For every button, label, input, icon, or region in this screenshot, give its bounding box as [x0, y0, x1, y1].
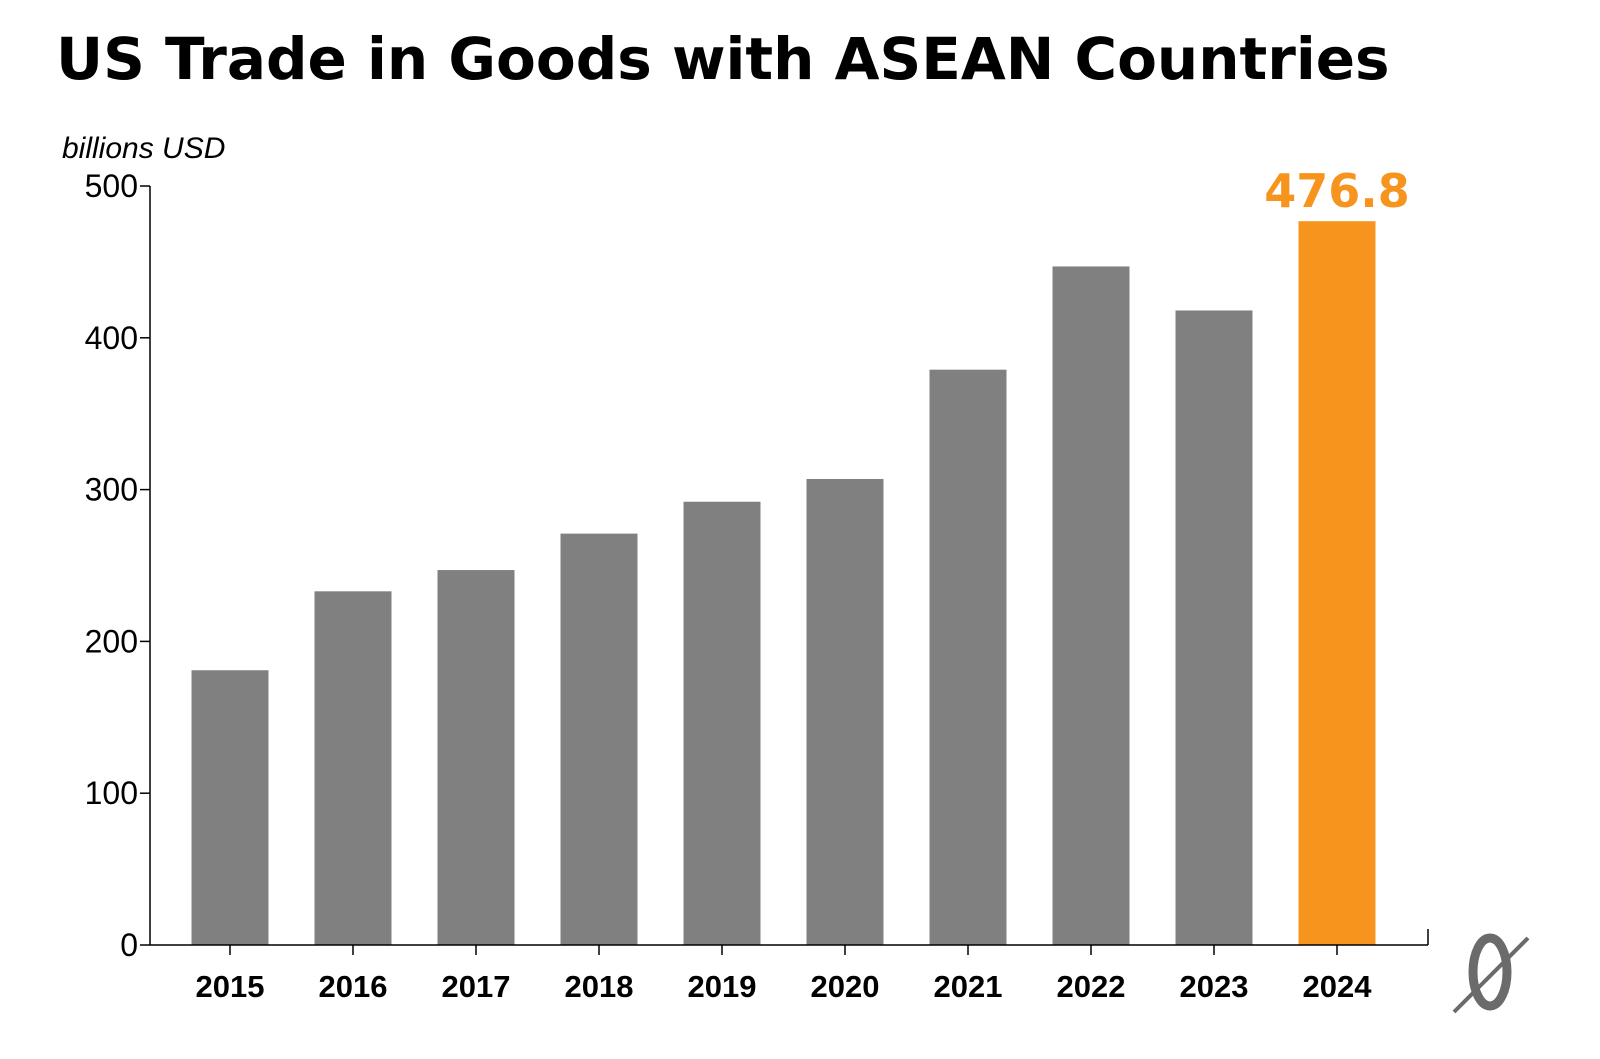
y-axis-unit-label: billions USD [62, 132, 225, 165]
y-tick-label: 300 [85, 472, 138, 508]
bar-2019 [683, 501, 761, 945]
bar-2021 [929, 369, 1007, 946]
data-labels-group: 476.8 [1264, 164, 1410, 218]
bar-2022 [1052, 266, 1130, 946]
bar-2023 [1175, 310, 1253, 945]
x-tick-label: 2023 [1180, 969, 1249, 1004]
bar-2016 [314, 591, 392, 945]
x-tick-label: 2019 [688, 969, 757, 1004]
x-tick-label: 2015 [196, 969, 265, 1004]
bar-2015 [191, 670, 269, 945]
y-tick-label: 200 [85, 623, 138, 659]
chart-title: US Trade in Goods with ASEAN Countries [56, 25, 1390, 93]
y-tick-label: 400 [85, 320, 138, 356]
y-tick-label: 500 [85, 168, 138, 204]
bar-2017 [437, 570, 515, 945]
x-tick-label: 2020 [811, 969, 880, 1004]
x-tick-label: 2021 [934, 969, 1003, 1004]
x-axis: 2015 2016 2017 2018 2019 2020 2021 2022 2023 2024 [150, 929, 1429, 1004]
data-label-2024: 476.8 [1264, 164, 1410, 218]
y-tick-label: 100 [85, 775, 138, 811]
bar-2020 [806, 478, 884, 945]
x-tick-label: 2022 [1057, 969, 1126, 1004]
x-tick-label: 2024 [1303, 969, 1373, 1004]
y-axis: 0 100 200 300 400 500 [85, 168, 151, 963]
x-tick-label: 2016 [319, 969, 388, 1004]
bar-2024 [1298, 221, 1376, 946]
bars-group [191, 221, 1376, 946]
y-tick-label: 0 [120, 927, 138, 963]
x-tick-label: 2018 [565, 969, 634, 1004]
publisher-logo-icon [1452, 933, 1530, 1014]
x-tick-label: 2017 [442, 969, 511, 1004]
bar-2018 [560, 533, 638, 945]
